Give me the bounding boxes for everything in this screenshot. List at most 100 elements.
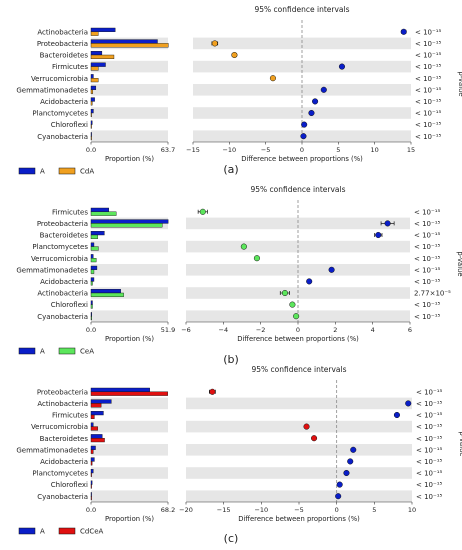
p-value-label: < 10⁻¹⁵: [416, 388, 442, 396]
row-shade: [186, 397, 412, 410]
difference-point: [320, 86, 327, 93]
difference-point: [393, 411, 400, 419]
category-label: Acidobacteria: [40, 278, 88, 286]
category-label: Firmicutes: [52, 63, 88, 71]
p-value-label: < 10⁻¹⁵: [416, 446, 442, 454]
proportion-tick-label: 0.0: [86, 146, 96, 154]
legend-swatch: [58, 347, 76, 355]
difference-tick-label: 10: [371, 146, 379, 154]
bar-a: [90, 422, 94, 427]
bar-a: [90, 387, 150, 392]
category-label: Cyanobacteria: [37, 313, 88, 321]
difference-axis-label: Difference between proportions (%): [237, 335, 359, 343]
bar-a: [90, 207, 110, 212]
ci-title: 95% confidence intervals: [255, 5, 350, 14]
panel-caption: (a): [223, 163, 238, 176]
category-label: Acidobacteria: [40, 98, 88, 106]
category-label: Firmicutes: [52, 412, 88, 420]
bar-cdcea: [90, 414, 95, 419]
p-value-label: < 10⁻¹⁵: [414, 243, 440, 251]
category-label: Proteobacteria: [37, 220, 88, 228]
bar-a: [90, 445, 96, 450]
bar-cda: [90, 77, 99, 83]
bar-cdcea: [90, 496, 92, 501]
difference-point: [293, 313, 300, 320]
difference-tick-label: 5: [372, 506, 376, 514]
category-label: Planctomycetes: [32, 110, 88, 118]
p-value-axis-label: p-value: [457, 71, 462, 96]
p-value-label: < 10⁻¹⁵: [416, 423, 442, 431]
p-value-label: < 10⁻¹⁵: [415, 28, 441, 36]
bar-cda: [90, 31, 99, 36]
bar-cea: [90, 292, 124, 297]
difference-point: [335, 493, 342, 500]
bar-cea: [90, 258, 97, 263]
bar-a: [90, 219, 169, 224]
difference-point: [375, 231, 382, 239]
p-value-label: < 10⁻¹⁵: [416, 470, 442, 478]
difference-point: [211, 40, 218, 47]
row-shade: [186, 264, 410, 276]
difference-tick-label: −4: [219, 326, 229, 334]
difference-tick-label: 2: [333, 326, 337, 334]
panel-caption: (c): [224, 532, 239, 545]
difference-point: [350, 446, 357, 453]
proportion-tick-label: 63.7: [161, 146, 175, 154]
difference-tick-label: 5: [336, 146, 340, 154]
row-shade: [91, 264, 168, 276]
bar-a: [90, 469, 94, 474]
difference-axis-label: Difference between proportions (%): [238, 515, 360, 523]
panel-1: 95% confidence intervals Actinobacteria < …: [16, 5, 462, 176]
bar-cdcea: [90, 438, 105, 443]
proportion-tick-label: 68.2: [161, 506, 175, 514]
difference-point: [311, 435, 318, 442]
row-shade: [186, 420, 412, 433]
row-shade: [91, 240, 168, 253]
p-value-label: < 10⁻¹⁵: [414, 255, 440, 263]
difference-tick-label: 15: [407, 146, 415, 154]
ci-title: 95% confidence intervals: [252, 365, 347, 374]
category-label: Planctomycetes: [32, 470, 88, 478]
bar-a: [90, 51, 103, 56]
difference-point: [400, 28, 407, 35]
p-value-label: < 10⁻¹⁵: [416, 481, 442, 489]
row-shade: [193, 37, 411, 50]
difference-point: [253, 255, 260, 262]
bar-cda: [90, 43, 169, 48]
bar-cea: [90, 234, 98, 239]
bar-cea: [90, 246, 99, 251]
difference-tick-label: −5: [261, 146, 271, 154]
p-value-label: < 10⁻¹⁵: [414, 313, 440, 321]
panel-3: 95% confidence intervals Proteobacteria < …: [16, 365, 462, 545]
category-label: Verrucomicrobia: [31, 75, 88, 83]
p-value-label: < 10⁻¹⁵: [415, 121, 441, 129]
category-label: Gemmatimonadetes: [16, 446, 88, 454]
difference-tick-label: −15: [217, 506, 231, 514]
difference-point: [312, 98, 319, 105]
legend-label: CdA: [80, 168, 94, 176]
bar-cdcea: [90, 461, 93, 466]
difference-point: [328, 266, 335, 273]
category-label: Actinobacteria: [37, 28, 88, 36]
bar-cea: [90, 281, 93, 286]
p-value-label: < 10⁻¹⁵: [415, 98, 441, 106]
proportion-tick-label: 0.0: [86, 506, 96, 514]
bar-cda: [90, 135, 92, 141]
category-label: Planctomycetes: [32, 243, 88, 251]
legend-label: A: [40, 348, 45, 356]
row-shade: [91, 287, 168, 299]
difference-point: [289, 301, 296, 308]
difference-point: [209, 388, 216, 395]
legend-label: CeA: [80, 348, 94, 356]
category-label: Actinobacteria: [37, 290, 88, 298]
bar-cda: [90, 66, 99, 71]
p-value-label: < 10⁻¹⁵: [415, 52, 441, 60]
difference-point: [405, 400, 412, 407]
difference-point: [347, 458, 354, 465]
p-value-label: 2.77×10⁻⁵: [414, 290, 451, 298]
panel-caption: (b): [223, 353, 239, 366]
bar-cea: [90, 269, 95, 274]
difference-tick-label: −20: [179, 506, 193, 514]
proportion-axis-label: Proportion (%): [105, 335, 154, 343]
